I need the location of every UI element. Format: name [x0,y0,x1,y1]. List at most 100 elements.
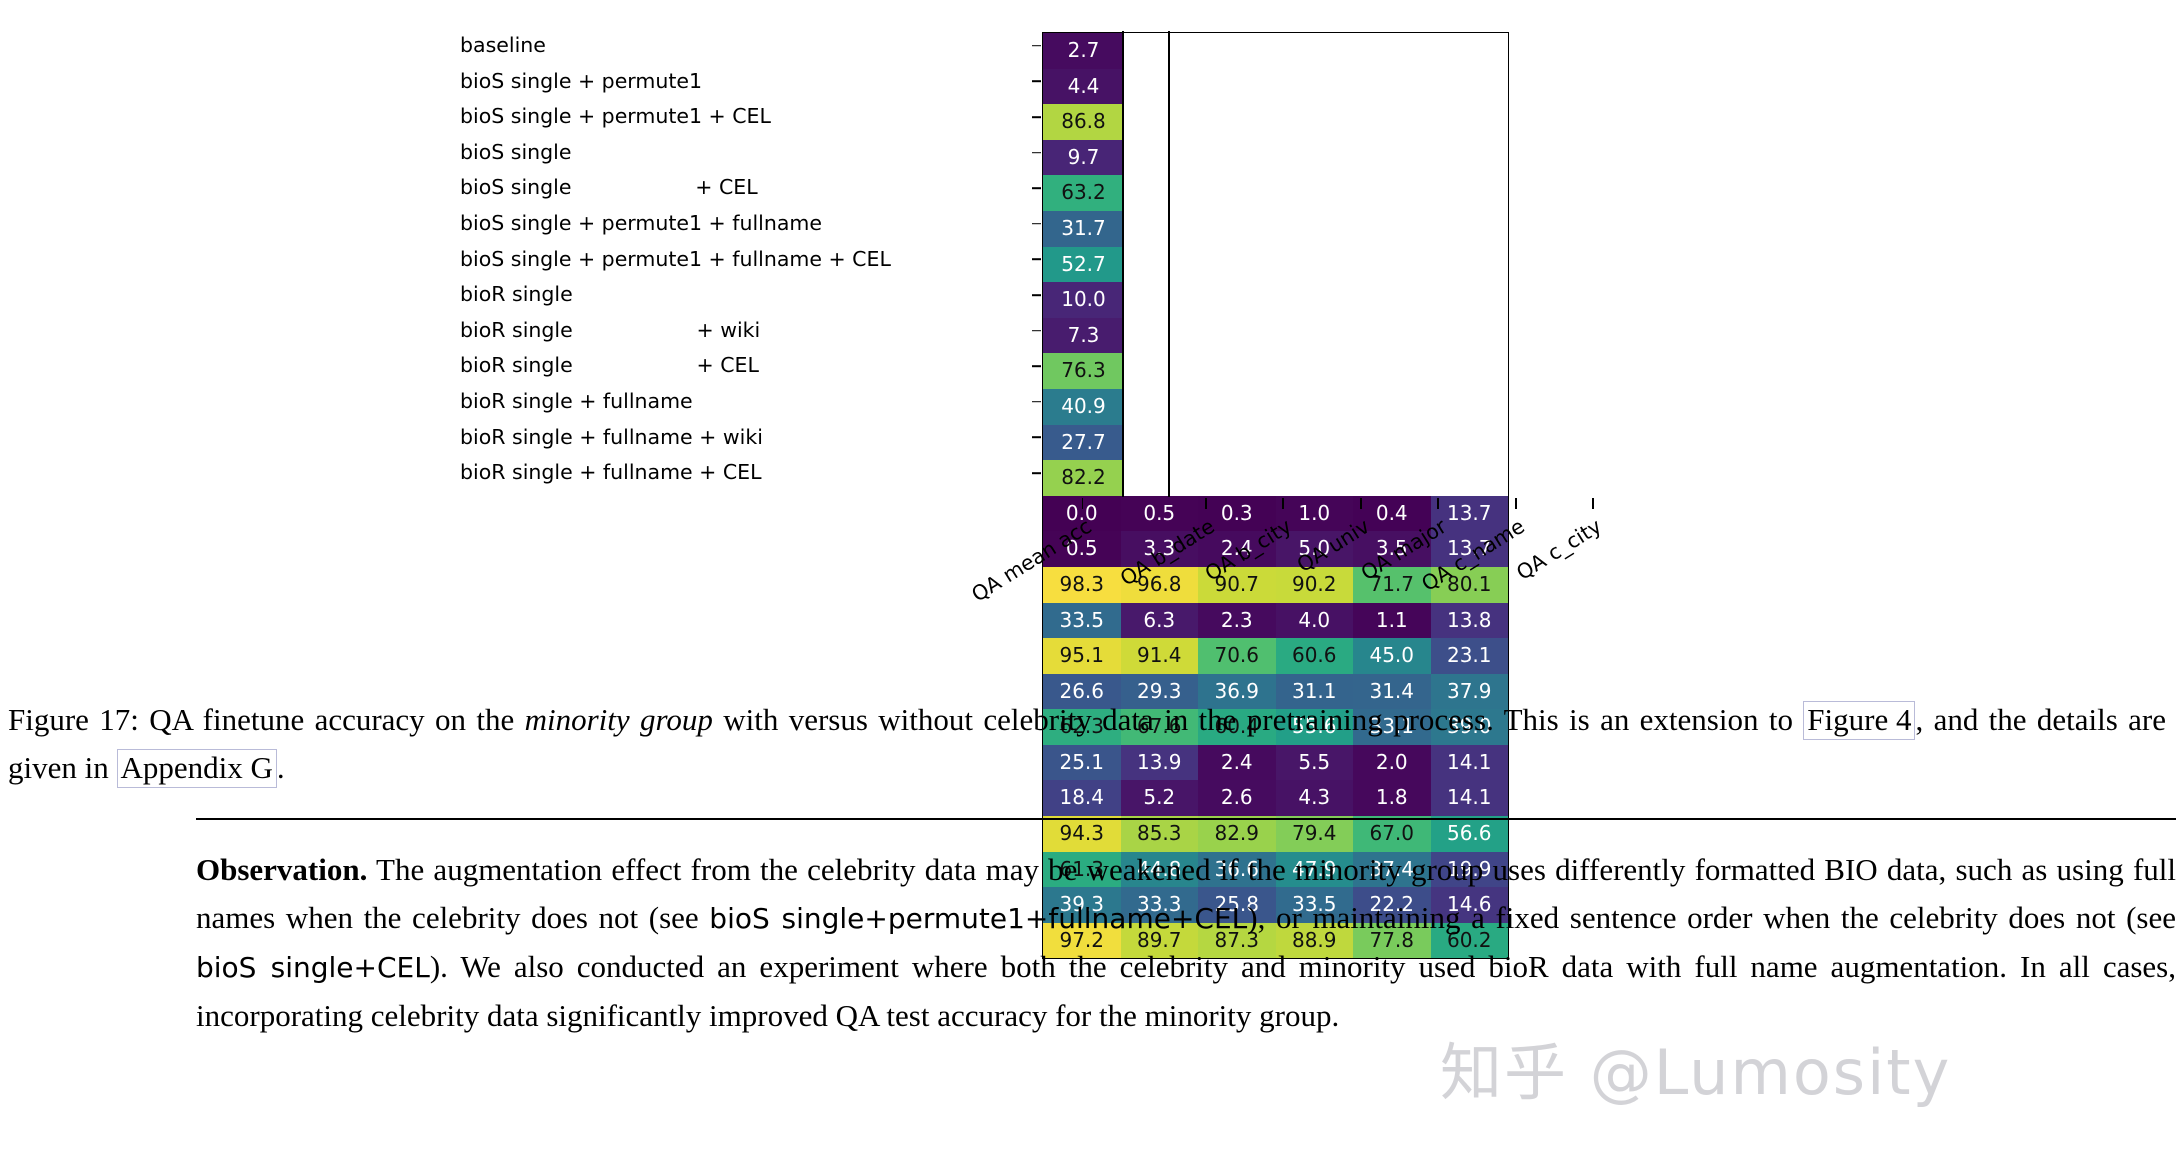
caption-label: Figure 17: [8,702,139,737]
heatmap-cell: 87.3 [1198,922,1276,959]
caption-ref-appendixg[interactable]: Appendix G [116,749,277,788]
heatmap-cell: 29.3 [1120,673,1198,710]
heatmap-cell: 47.9 [1275,851,1353,888]
heatmap-cell: 0.3 [1198,495,1276,532]
heatmap-cell: 3.3 [1120,531,1198,567]
heatmap-cell: 31.4 [1353,673,1431,710]
heatmap-cell: 94.3 [1043,816,1121,852]
caption-ref-figure4[interactable]: Figure 4 [1803,701,1916,740]
heatmap-cell: 25.8 [1198,887,1276,923]
heatmap-cell: 6.3 [1120,602,1198,639]
heatmap-row-label: bioS single + permute1 + fullname + CEL [460,242,1041,278]
heatmap-cell: 2.4 [1198,531,1276,567]
heatmap-cell: 82.2 [1043,460,1124,496]
heatmap-cell: 44.8 [1120,851,1198,888]
heatmap-cell: 13.7 [1430,531,1508,567]
caption-text-2: with versus without celebrity data in th… [712,702,1804,737]
figure-heatmap: baseline bioS single + permute1 bioS singl… [460,28,1606,960]
heatmap-cell: 79.4 [1275,816,1353,852]
heatmap-cell: 71.7 [1353,566,1431,603]
heatmap-row-label: bioR single + fullname [460,384,1041,420]
heatmap-cell: 25.1 [1043,744,1121,781]
heatmap-cell: 10.0 [1043,282,1124,318]
heatmap-cell: 2.6 [1198,780,1276,817]
observation-heading: Observation. [196,852,368,887]
heatmap-cell: 33.3 [1120,887,1198,923]
heatmap-cell: 39.0 [1430,709,1508,745]
heatmap-cell: 14.6 [1430,887,1508,923]
y-axis-tick [1032,294,1041,296]
heatmap-cell: 0.5 [1043,531,1121,567]
heatmap-cell: 45.0 [1353,638,1431,674]
heatmap-cell: 0.4 [1353,495,1431,532]
heatmap-cell: 85.3 [1120,816,1198,852]
heatmap-cell: 14.1 [1430,744,1508,781]
observation-mono-1: bioS single+permute1+fullname+CEL [709,902,1248,935]
heatmap-column-gap [1122,31,1170,498]
x-axis-tick [1204,498,1207,509]
heatmap-cell: 36.6 [1198,851,1276,888]
heatmap-detail-columns: 0.0 0.5 0.3 1.0 0.4 13.7 0.5 3.3 2.4 5.0 3.5 13.7 98… [1043,495,1508,959]
heatmap-cell: 33.5 [1043,602,1121,639]
heatmap-cell: 2.3 [1198,602,1276,639]
heatmap-cell: 63.2 [1043,175,1124,211]
heatmap-row-label: bioS single + permute1 + fullname [460,206,1041,242]
heatmap-cell: 33.5 [1275,887,1353,923]
heatmap-cell: 91.4 [1120,638,1198,674]
observation-part-2: ), or maintaining a fixed sentence order… [1247,900,2176,935]
heatmap-cell: 36.9 [1198,673,1276,710]
y-axis-tick [1032,222,1041,225]
heatmap-cell: 4.0 [1275,602,1353,639]
heatmap-row-label: bioS single + CEL [460,170,1041,206]
heatmap-cell: 62.3 [1043,709,1121,745]
heatmap-cell: 52.7 [1043,246,1124,283]
heatmap-cell: 22.2 [1353,887,1431,923]
heatmap-row-labels: baseline bioS single + permute1 bioS singl… [460,28,1041,491]
caption-text-4: . [276,750,285,785]
heatmap-row-label: bioS single [460,135,1041,171]
heatmap-cell: 7.3 [1043,317,1124,354]
heatmap-cell: 0.5 [1120,495,1198,532]
heatmap-cell: 96.8 [1120,566,1198,603]
heatmap-cell: 2.0 [1353,744,1431,781]
caption-text-1: QA finetune accuracy on the [138,702,525,737]
y-axis-tick [1032,400,1041,403]
heatmap-cell: 31.7 [1043,210,1124,247]
heatmap-cell: 55.6 [1275,709,1353,745]
heatmap-cell: 27.7 [1043,424,1124,461]
horizontal-rule [196,818,2176,820]
x-axis-tick [1081,498,1084,509]
observation-mono-2: bioS single+CEL [196,951,430,984]
heatmap-cell: 70.6 [1198,638,1276,674]
heatmap-cell: 82.9 [1198,816,1276,852]
heatmap-row-label: baseline [460,28,1041,64]
heatmap-cell: 86.8 [1043,104,1124,140]
y-axis-tick [1032,365,1041,367]
heatmap-cell: 90.2 [1275,566,1353,603]
heatmap-cell: 2.7 [1043,33,1124,69]
heatmap-cell: 3.5 [1353,531,1431,567]
heatmap-row-label: bioR single + CEL [460,348,1041,384]
heatmap-cell: 31.1 [1275,673,1353,710]
heatmap-cell: 60.4 [1198,709,1276,745]
heatmap-row-label: bioR single + fullname + wiki [460,420,1041,456]
heatmap-row-label: bioR single [460,277,1041,313]
heatmap-cell: 97.2 [1043,922,1121,959]
heatmap-cell: 13.8 [1430,602,1508,639]
heatmap-cell: 56.6 [1430,816,1508,852]
heatmap-cell: 67.0 [1353,816,1431,852]
heatmap-grid: 2.7 4.4 86.8 9.7 63.2 31.7 52.7 10.0 7.3 76.3 40.9… [1042,31,1509,960]
y-axis-tick [1032,258,1041,261]
heatmap-row-label: bioR single + wiki [460,313,1041,349]
heatmap-cell: 77.8 [1353,922,1431,959]
observation-part-1: The augmentation effect from the celebri… [196,852,2176,935]
observation-block: Observation. The augmentation effect fro… [196,846,2176,1040]
heatmap-cell: 2.4 [1198,744,1276,781]
x-axis-tick [1282,498,1285,509]
heatmap-cell: 37.9 [1430,673,1508,710]
heatmap-cell: 1.8 [1353,780,1431,817]
heatmap-cell: 9.7 [1043,139,1124,176]
heatmap-cell: 1.0 [1275,495,1353,532]
heatmap-cell: 1.1 [1353,602,1431,639]
heatmap-mean-column: 2.7 4.4 86.8 9.7 63.2 31.7 52.7 10.0 7.3 76.3 40.9… [1043,33,1124,496]
